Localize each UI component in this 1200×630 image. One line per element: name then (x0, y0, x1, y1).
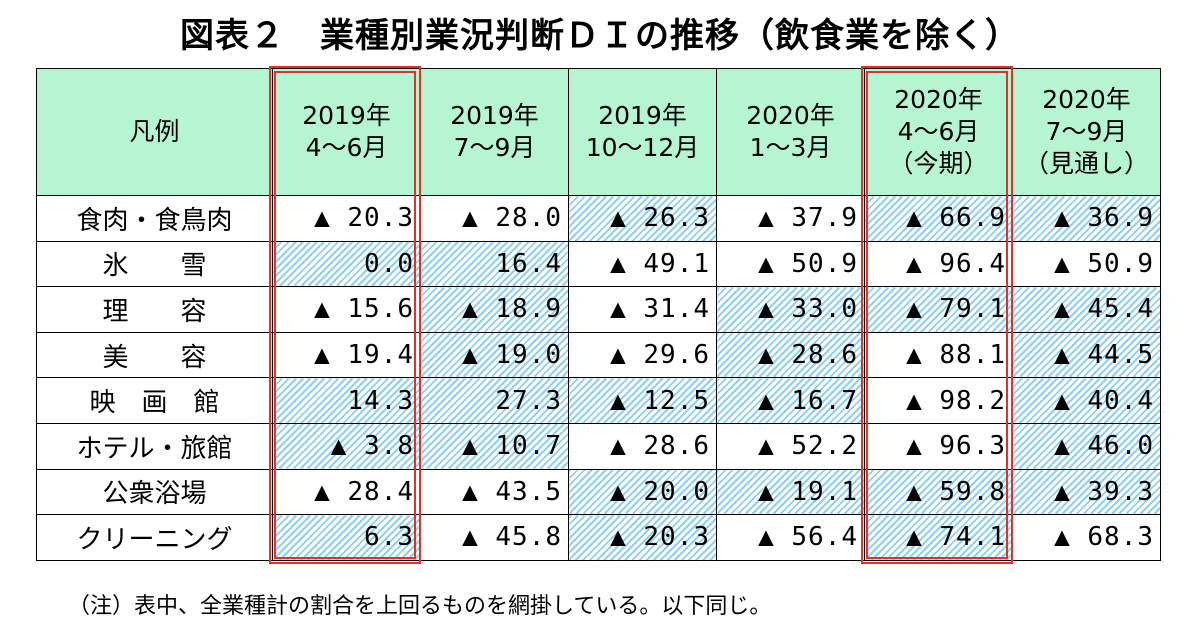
table-cell: ▲ 28.0 (420, 195, 569, 242)
table-cell: ▲ 44.5 (1012, 331, 1161, 379)
table-cell: ▲ 37.9 (716, 195, 865, 242)
table-cell: ▲ 18.9 (420, 286, 569, 333)
table-cell: 14.3 (272, 377, 421, 424)
table-cell: 6.3 (272, 514, 421, 561)
table-cell: ▲ 33.0 (716, 286, 865, 333)
table-row: ホテル・旅館 ▲ 3.8 ▲ 10.7 ▲ 28.6 ▲ 52.2 ▲ 96.3 ▲ 46.… (36, 422, 1161, 470)
row-label: 公衆浴場 (36, 468, 273, 516)
table-cell: ▲ 12.5 (568, 377, 717, 424)
table-cell: ▲ 19.0 (420, 331, 569, 379)
table-row: 食肉・食鳥肉 ▲ 20.3 ▲ 28.0 ▲ 26.3 ▲ 37.9 ▲ 66.9 ▲ 36… (36, 195, 1161, 242)
table-cell: ▲ 28.6 (568, 422, 717, 470)
column-header: 2019年 7～9月 (420, 68, 569, 196)
table-cell: ▲ 20.3 (272, 195, 421, 242)
table-row: 理 容 ▲ 15.6 ▲ 18.9 ▲ 31.4 ▲ 33.0 ▲ 79.1 ▲ 45.4 (36, 286, 1161, 333)
row-label: クリーニング (36, 514, 273, 561)
row-label: 理 容 (36, 286, 273, 333)
table-cell: ▲ 39.3 (1012, 468, 1161, 516)
table-cell: ▲ 19.4 (272, 331, 421, 379)
table-cell: 16.4 (420, 240, 569, 288)
column-header: 2019年 10～12月 (568, 68, 717, 196)
table-cell: ▲ 49.1 (568, 240, 717, 288)
table-cell: ▲ 31.4 (568, 286, 717, 333)
table-cell: ▲ 56.4 (716, 514, 865, 561)
table-cell: ▲ 50.9 (716, 240, 865, 288)
footnote: （注）表中、全業種計の割合を上回るものを網掛している。以下同じ。 (68, 594, 772, 619)
table-cell: ▲ 52.2 (716, 422, 865, 470)
column-header: 2020年 1～3月 (716, 68, 865, 196)
table-cell: ▲ 20.3 (568, 514, 717, 561)
table-cell: ▲ 66.9 (864, 195, 1013, 242)
table-cell: ▲ 10.7 (420, 422, 569, 470)
row-label: 美 容 (36, 331, 273, 379)
table-row: 映 画 館 14.3 27.3 ▲ 12.5 ▲ 16.7 ▲ 98.2 ▲ 40.4 (36, 377, 1161, 424)
table-cell: ▲ 3.8 (272, 422, 421, 470)
table-cell: ▲ 79.1 (864, 286, 1013, 333)
table-cell: ▲ 68.3 (1012, 514, 1161, 561)
legend-header: 凡例 (36, 68, 273, 196)
row-label: 映 画 館 (36, 377, 273, 424)
table-cell: ▲ 26.3 (568, 195, 717, 242)
table-cell: ▲ 45.8 (420, 514, 569, 561)
column-header: 2020年 4～6月 （今期） (864, 68, 1013, 196)
table-cell: ▲ 28.4 (272, 468, 421, 516)
header-row: 凡例 2019年 4～6月 2019年 7～9月 2019年 10～12月 2020年… (36, 68, 1161, 196)
table-cell: ▲ 74.1 (864, 514, 1013, 561)
column-header: 2019年 4～6月 (272, 68, 421, 196)
table-cell: ▲ 16.7 (716, 377, 865, 424)
table-cell: ▲ 50.9 (1012, 240, 1161, 288)
table-cell: ▲ 46.0 (1012, 422, 1161, 470)
table-cell: 0.0 (272, 240, 421, 288)
table-cell: ▲ 96.4 (864, 240, 1013, 288)
table-row: 氷 雪 0.0 16.4 ▲ 49.1 ▲ 50.9 ▲ 96.4 ▲ 50.9 (36, 240, 1161, 288)
table-cell: ▲ 19.1 (716, 468, 865, 516)
table-row: 美 容 ▲ 19.4 ▲ 19.0 ▲ 29.6 ▲ 28.6 ▲ 88.1 ▲ 44.5 (36, 331, 1161, 379)
table-cell: ▲ 45.4 (1012, 286, 1161, 333)
table-cell: ▲ 96.3 (864, 422, 1013, 470)
table-cell: ▲ 29.6 (568, 331, 717, 379)
column-header: 2020年 7～9月 （見通し） (1012, 68, 1161, 196)
table-cell: ▲ 43.5 (420, 468, 569, 516)
table-cell: 27.3 (420, 377, 569, 424)
page-title: 図表２ 業種別業況判断ＤＩの推移（飲食業を除く） (180, 16, 1020, 56)
table-cell: ▲ 88.1 (864, 331, 1013, 379)
row-label: ホテル・旅館 (36, 422, 273, 470)
table-row: クリーニング 6.3 ▲ 45.8 ▲ 20.3 ▲ 56.4 ▲ 74.1 ▲ 68.3 (36, 514, 1161, 561)
table-cell: ▲ 28.6 (716, 331, 865, 379)
table-cell: ▲ 98.2 (864, 377, 1013, 424)
table-cell: ▲ 59.8 (864, 468, 1013, 516)
table-cell: ▲ 15.6 (272, 286, 421, 333)
table-cell: ▲ 20.0 (568, 468, 717, 516)
di-table: 凡例 2019年 4～6月 2019年 7～9月 2019年 10～12月 2020年… (36, 68, 1161, 561)
row-label: 氷 雪 (36, 240, 273, 288)
table-row: 公衆浴場 ▲ 28.4 ▲ 43.5 ▲ 20.0 ▲ 19.1 ▲ 59.8 ▲ 39.3 (36, 468, 1161, 516)
table-cell: ▲ 40.4 (1012, 377, 1161, 424)
row-label: 食肉・食鳥肉 (36, 195, 273, 242)
table-cell: ▲ 36.9 (1012, 195, 1161, 242)
